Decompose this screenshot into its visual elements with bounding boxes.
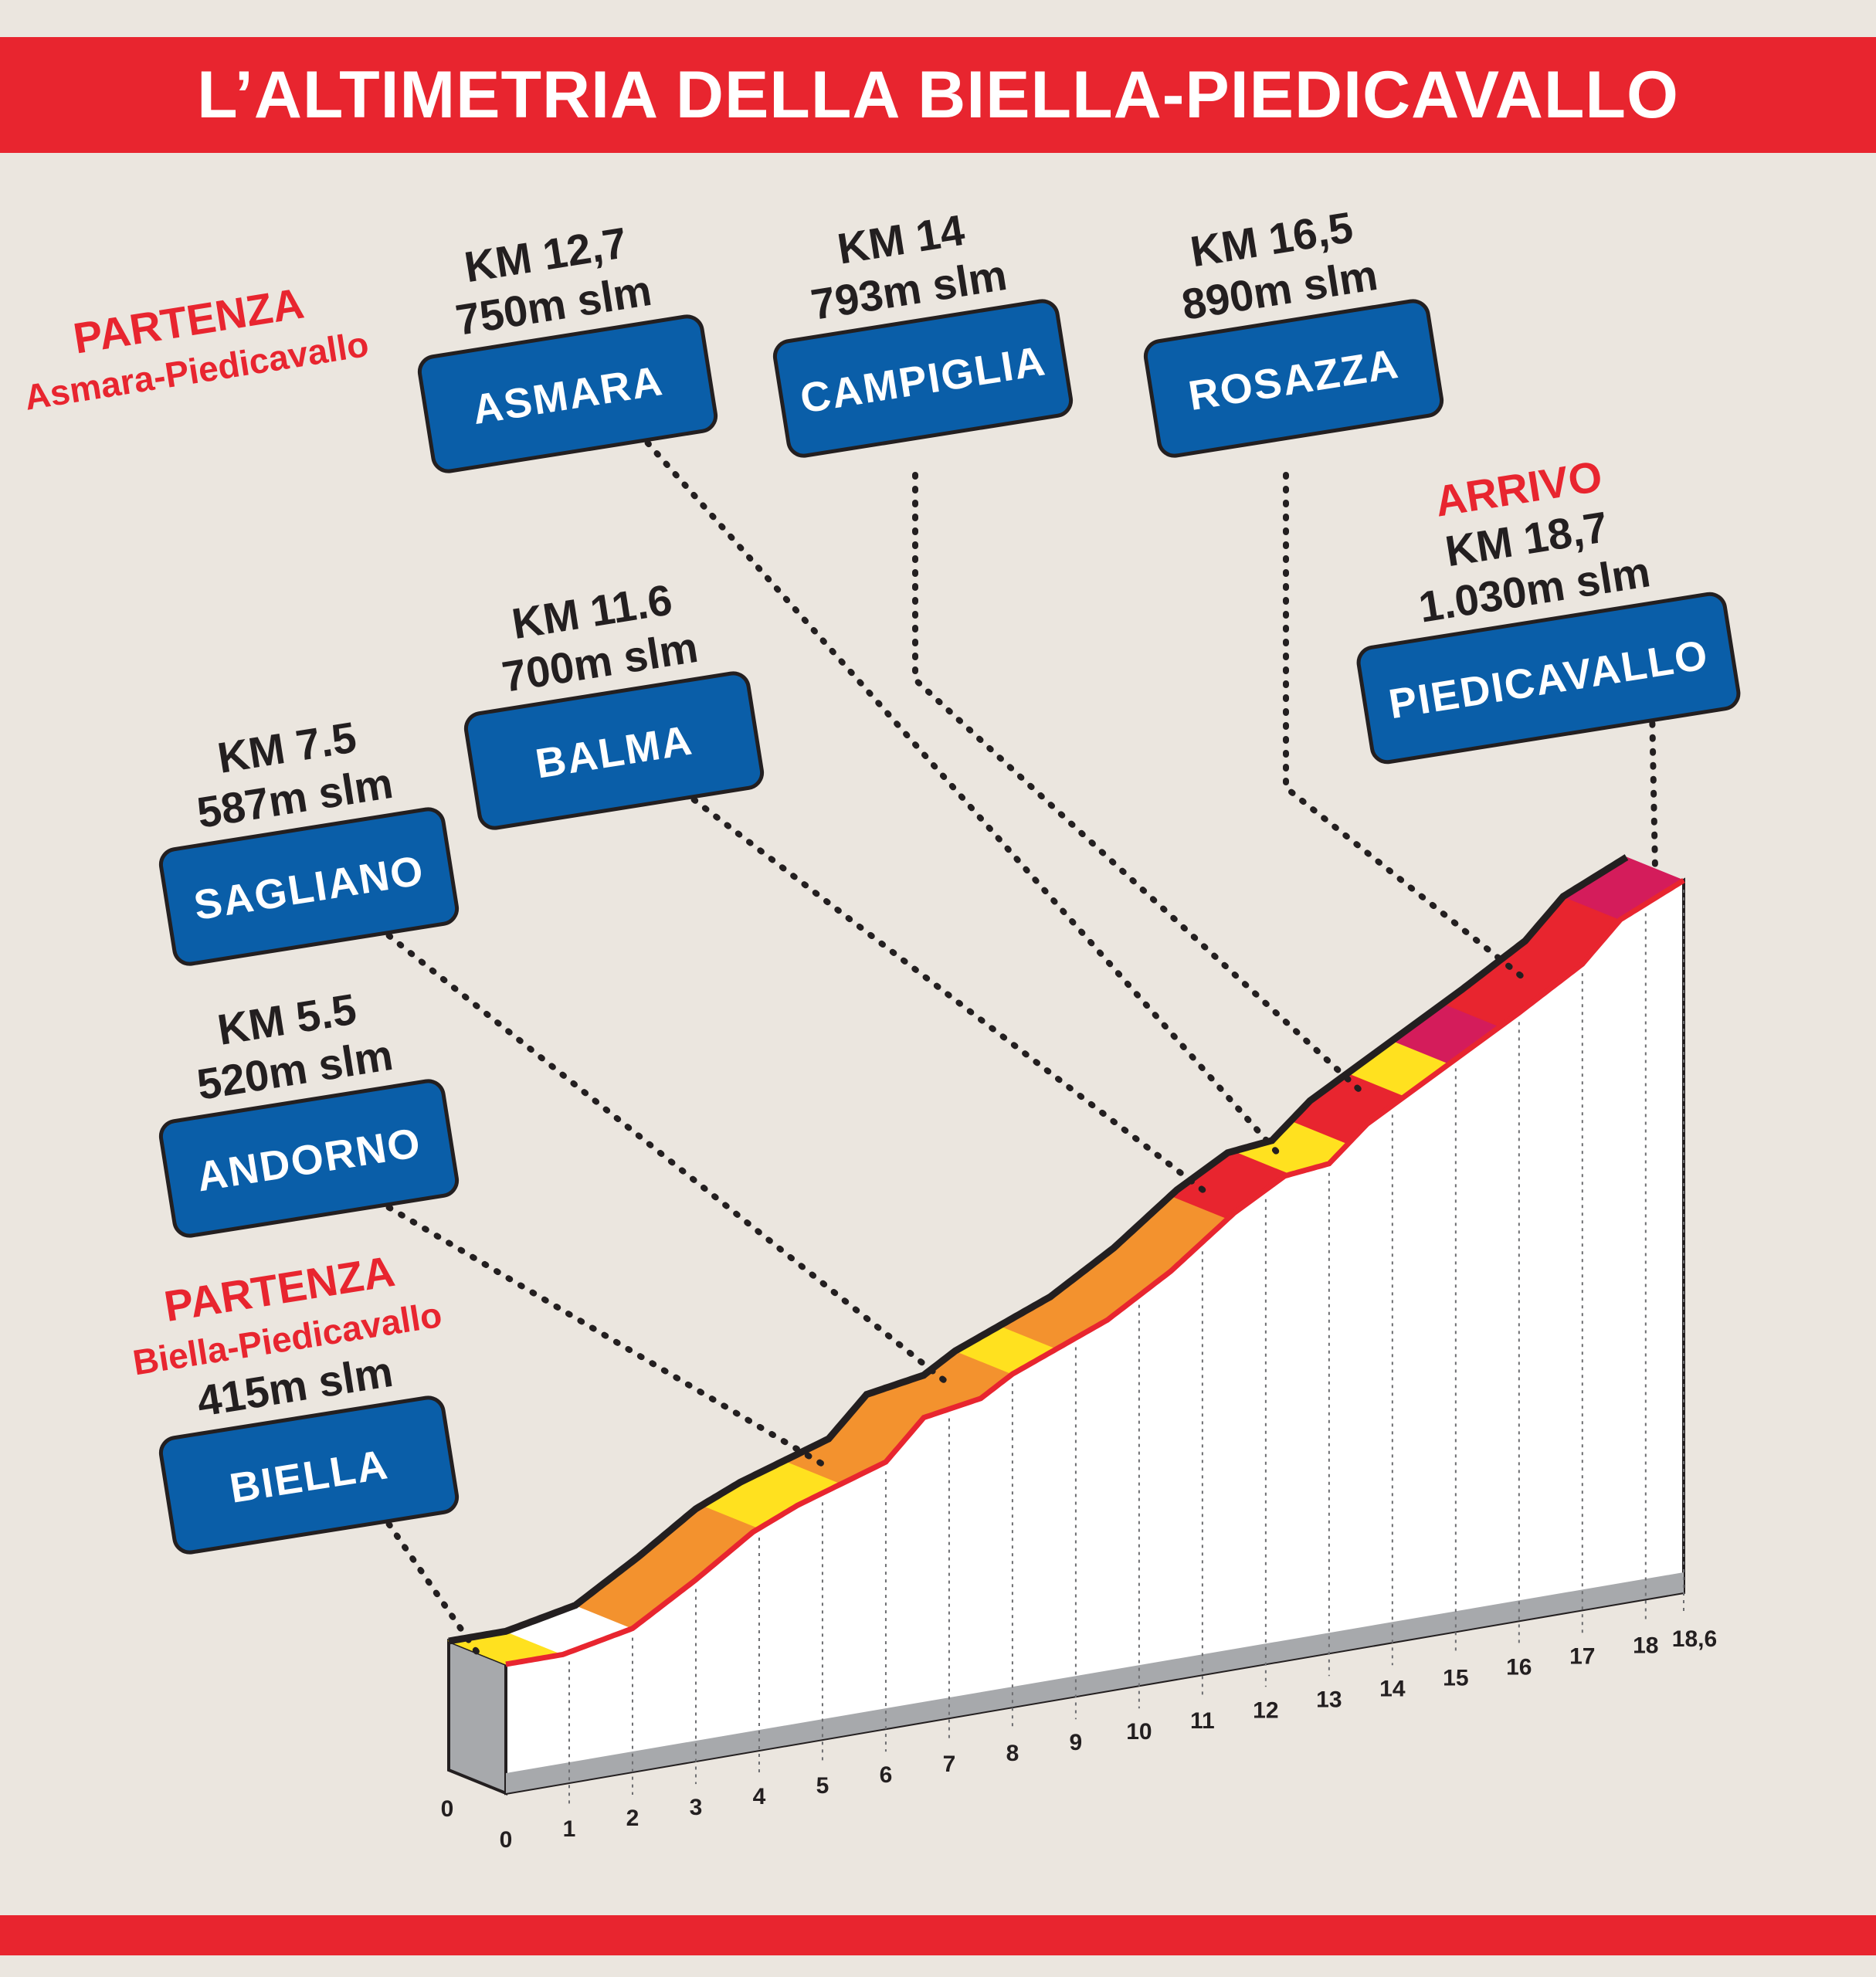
leader-line (1283, 472, 1525, 980)
place-name-box (417, 314, 718, 473)
x-tick-label: 14 (1379, 1676, 1406, 1701)
x-tick-label: 5 (816, 1773, 829, 1799)
x-tick-label: 18,6 (1672, 1626, 1717, 1652)
place-name-box (158, 1079, 460, 1238)
x-tick-label: 4 (753, 1784, 766, 1809)
leader-line (690, 796, 1216, 1200)
x-tick-label: 12 (1253, 1697, 1278, 1723)
x-tick-label: 1 (563, 1816, 576, 1842)
place-label-biella: 415m slmBiella-PiedicavalloPARTENZABIELL… (130, 1246, 460, 1555)
x-tick-label: 18 (1633, 1633, 1658, 1658)
x-tick-label: 11 (1190, 1708, 1215, 1734)
x-tick-label: 16 (1506, 1654, 1532, 1680)
leader-line (385, 1204, 829, 1470)
leader-line (385, 1521, 480, 1656)
x-tick-label: 10 (1126, 1719, 1152, 1745)
x-tick-label: 9 (1070, 1730, 1083, 1755)
x-tick-label: 7 (943, 1751, 956, 1777)
leader-line (912, 472, 1367, 1097)
ground-strip (506, 1572, 1684, 1793)
bottom-band (0, 1915, 1876, 1955)
page-title: L’ALTIMETRIA DELLA BIELLA-PIEDICAVALLO (197, 57, 1679, 132)
x-tick-label: 17 (1569, 1643, 1595, 1669)
place-name-box (158, 1395, 460, 1555)
place-name-box (1356, 592, 1741, 765)
leader-line (644, 439, 1285, 1161)
place-name-box (1143, 299, 1444, 458)
title-band: L’ALTIMETRIA DELLA BIELLA-PIEDICAVALLO (0, 37, 1876, 153)
x-tick-label: 3 (690, 1795, 703, 1820)
leader-line (385, 932, 955, 1390)
profile-back-edge (448, 854, 1629, 1645)
profile-front-edge (505, 878, 1685, 1667)
x-tick-label: 0 (500, 1827, 513, 1853)
x-tick-label: 15 (1443, 1665, 1468, 1690)
start-side-face (447, 1639, 507, 1796)
leader-line (1649, 720, 1658, 872)
front-tick-label: 0 (441, 1796, 454, 1822)
x-tick-label: 6 (880, 1762, 893, 1788)
x-tick-label: 2 (626, 1806, 639, 1831)
place-name-box (463, 671, 765, 830)
x-tick-label: 8 (1006, 1741, 1019, 1766)
place-name-box (158, 807, 460, 966)
x-tick-label: 13 (1316, 1687, 1342, 1712)
place-name-box (772, 299, 1074, 458)
